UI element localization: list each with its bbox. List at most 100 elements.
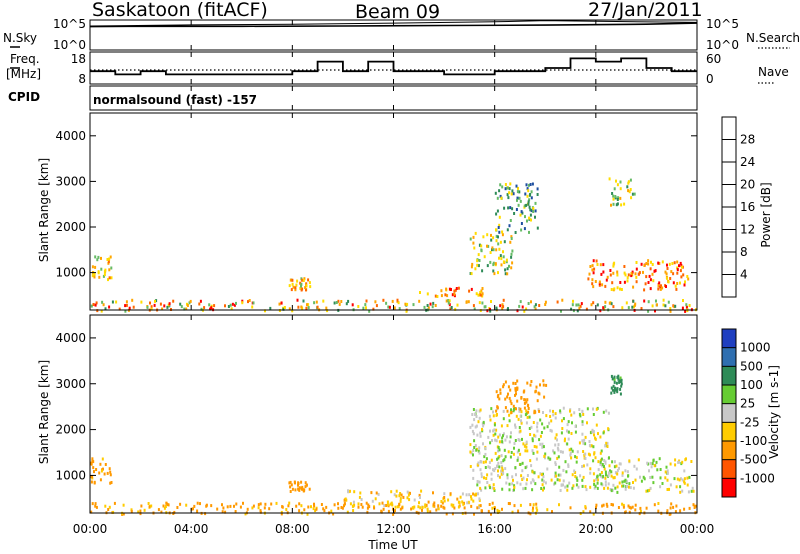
rti-cell <box>516 450 519 454</box>
rti-cell <box>484 446 487 450</box>
rti-cell <box>519 213 522 217</box>
rti-cell <box>448 303 451 307</box>
rti-cell <box>621 484 623 488</box>
rti-cell <box>604 444 607 448</box>
rti-cell <box>501 440 504 444</box>
rti-cell <box>517 417 520 421</box>
rti-cell <box>650 260 652 264</box>
rti-cell <box>542 379 545 383</box>
rti-cell <box>436 295 439 298</box>
rti-cell <box>687 277 690 281</box>
rti-cell <box>669 307 672 310</box>
rti-cell <box>693 506 696 509</box>
rti-cell <box>609 273 612 277</box>
rti-cell <box>582 464 585 468</box>
rti-cell <box>498 440 501 444</box>
rti-cell <box>513 485 516 489</box>
rti-cell <box>620 382 623 386</box>
rti-cell <box>684 309 687 313</box>
rti-cell <box>417 505 420 509</box>
rti-cell <box>244 512 247 516</box>
rti-cell <box>532 210 535 213</box>
rti-cell <box>664 304 667 308</box>
rti-cell <box>503 448 506 452</box>
rti-cell <box>499 240 502 244</box>
rti-cell <box>128 306 131 310</box>
rti-cell <box>608 464 611 468</box>
rti-cell <box>489 429 491 433</box>
rti-cell <box>471 413 474 416</box>
power-colorbar-label: Power [dB] <box>759 182 773 247</box>
rti-cell <box>496 196 499 200</box>
rti-cell <box>565 470 568 474</box>
rti-cell <box>399 499 402 503</box>
rti-cell <box>544 481 547 485</box>
rti-cell <box>508 440 511 444</box>
rti-cell <box>602 410 605 414</box>
rti-cell <box>501 469 504 472</box>
rti-cell <box>333 301 336 305</box>
rti-cell <box>594 280 597 283</box>
rti-cell <box>518 304 521 308</box>
rti-cell <box>607 473 610 477</box>
rti-cell <box>588 440 591 443</box>
rti-cell <box>586 407 589 411</box>
rti-cell <box>251 506 254 510</box>
rti-cell <box>608 177 611 181</box>
rti-cell <box>479 408 482 412</box>
rti-cell <box>593 452 596 456</box>
noise-left-tick-bottom: 10^0 <box>53 38 86 52</box>
rti-cell <box>500 461 503 464</box>
rti-cell <box>653 269 656 273</box>
rti-cell <box>229 303 232 307</box>
rti-cell <box>388 305 391 309</box>
rti-cell <box>587 277 590 281</box>
rti-cell <box>570 432 573 435</box>
rti-cell <box>505 435 508 439</box>
rti-cell <box>469 450 472 454</box>
rti-cell <box>165 501 168 505</box>
rti-cell <box>591 282 594 286</box>
rti-cell <box>471 429 474 433</box>
rti-cell <box>524 413 527 417</box>
rti-cell <box>496 457 499 461</box>
rti-cell <box>292 285 295 289</box>
rti-cell <box>497 474 499 478</box>
rti-cell <box>512 381 515 385</box>
rti-cell <box>441 501 444 505</box>
rti-cell <box>192 507 194 511</box>
rti-cell <box>449 307 452 311</box>
rti-cell <box>643 264 646 267</box>
rti-cell <box>409 491 411 495</box>
rti-cell <box>516 190 519 194</box>
rti-cell <box>601 283 604 287</box>
rti-cell <box>508 482 511 486</box>
rti-cell <box>497 226 500 229</box>
rti-cell <box>235 502 238 506</box>
rti-cell <box>500 424 503 428</box>
rti-cell <box>605 502 608 506</box>
rti-cell <box>620 384 623 388</box>
rti-cell <box>593 433 595 437</box>
rti-cell <box>589 431 592 435</box>
rti-cell <box>635 267 638 271</box>
rti-cell <box>631 192 634 196</box>
rti-cell <box>644 282 647 286</box>
rti-cell <box>623 271 626 275</box>
rti-cell <box>398 307 401 311</box>
rti-cell <box>475 424 478 428</box>
rti-cell <box>484 460 487 464</box>
rti-cell <box>508 502 511 506</box>
rti-cell <box>569 409 571 413</box>
colorbar-tick-label: 12 <box>740 223 755 237</box>
rti-cell <box>504 272 507 276</box>
rti-cell <box>453 506 456 510</box>
rti-cell <box>666 267 669 270</box>
rti-cell <box>552 449 555 453</box>
rti-cell <box>669 483 672 487</box>
rti-cell <box>301 278 304 282</box>
rti-cell <box>103 472 106 476</box>
rti-cell <box>154 299 156 303</box>
rti-cell <box>588 443 591 447</box>
rti-cell <box>506 272 509 276</box>
